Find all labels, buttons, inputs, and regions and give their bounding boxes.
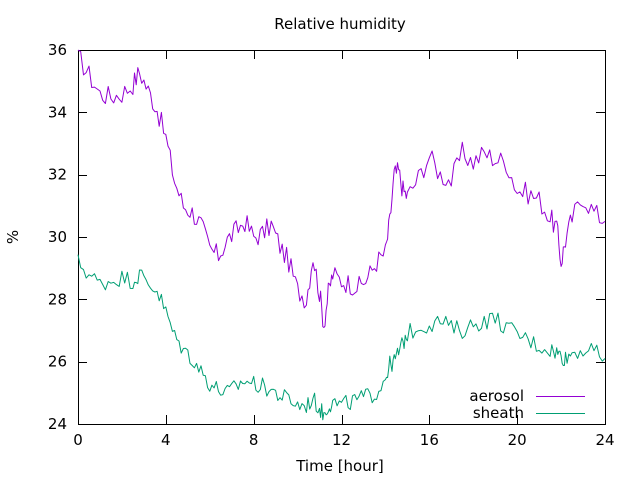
chart-title: Relative humidity (274, 15, 406, 33)
x-tick-label: 20 (508, 431, 527, 449)
x-tick-label: 16 (420, 431, 439, 449)
x-tick-label: 0 (73, 431, 83, 449)
plot-frame (78, 50, 606, 425)
x-tick-label: 8 (249, 431, 259, 449)
y-tick-label: 34 (48, 103, 67, 121)
y-tick-label: 32 (48, 166, 67, 184)
legend-label-sheath: sheath (473, 404, 524, 422)
series-line-aerosol (77, 49, 606, 328)
series-group (77, 49, 606, 421)
legend-label-aerosol: aerosol (469, 387, 524, 405)
x-tick-label: 12 (332, 431, 351, 449)
axis-ticks: 0 4 8 12 16 20 24 24 26 28 30 32 34 36 (48, 41, 615, 449)
y-tick-label: 30 (48, 228, 67, 246)
x-tick-label: 4 (161, 431, 171, 449)
y-tick-label: 24 (48, 415, 67, 433)
y-tick-label: 36 (48, 41, 67, 59)
x-axis-label: Time [hour] (295, 457, 384, 475)
x-tick-label: 24 (595, 431, 614, 449)
series-line-sheath (77, 254, 606, 421)
y-tick-label: 26 (48, 353, 67, 371)
y-axis-label: % (4, 230, 22, 244)
y-tick-label: 28 (48, 290, 67, 308)
